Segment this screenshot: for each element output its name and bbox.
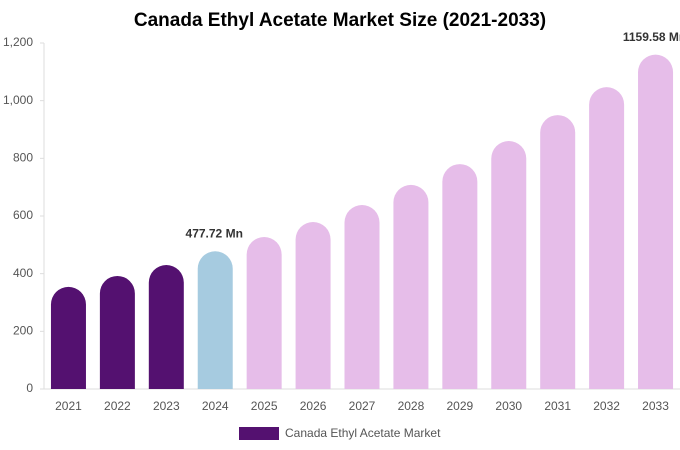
bar [148, 265, 184, 389]
x-tick-label: 2023 [153, 399, 180, 413]
bar [344, 205, 380, 389]
y-tick-label: 800 [13, 151, 33, 165]
x-tick-label: 2027 [349, 399, 376, 413]
chart-title: Canada Ethyl Acetate Market Size (2021-2… [134, 10, 546, 31]
bar [540, 115, 576, 390]
x-tick-label: 2026 [300, 399, 327, 413]
x-tick-label: 2021 [55, 399, 82, 413]
y-tick-label: 400 [13, 266, 33, 280]
bar [50, 286, 86, 389]
legend-label: Canada Ethyl Acetate Market [285, 426, 441, 440]
x-tick-label: 2024 [202, 399, 229, 413]
x-tick-label: 2032 [593, 399, 620, 413]
x-tick-label: 2029 [446, 399, 473, 413]
value-label: 477.72 Mn [186, 226, 243, 240]
value-label: 1159.58 Mn [623, 30, 680, 44]
y-tick-label: 1,200 [3, 35, 33, 49]
bar [491, 141, 527, 389]
y-tick-label: 0 [26, 381, 33, 395]
bar [99, 275, 135, 389]
bar [442, 164, 478, 389]
legend-swatch [239, 427, 279, 440]
y-tick-label: 200 [13, 324, 33, 338]
x-tick-label: 2033 [642, 399, 669, 413]
bar [246, 237, 282, 389]
x-tick-label: 2025 [251, 399, 278, 413]
bar [197, 251, 233, 389]
x-tick-label: 2028 [398, 399, 425, 413]
x-tick-label: 2022 [104, 399, 131, 413]
x-tick-label: 2031 [544, 399, 571, 413]
y-tick-label: 600 [13, 208, 33, 222]
x-tick-label: 2030 [495, 399, 522, 413]
bar [295, 222, 331, 389]
bar [589, 87, 625, 390]
bar [393, 184, 429, 389]
y-tick-label: 1,000 [3, 93, 33, 107]
bar [638, 54, 674, 389]
